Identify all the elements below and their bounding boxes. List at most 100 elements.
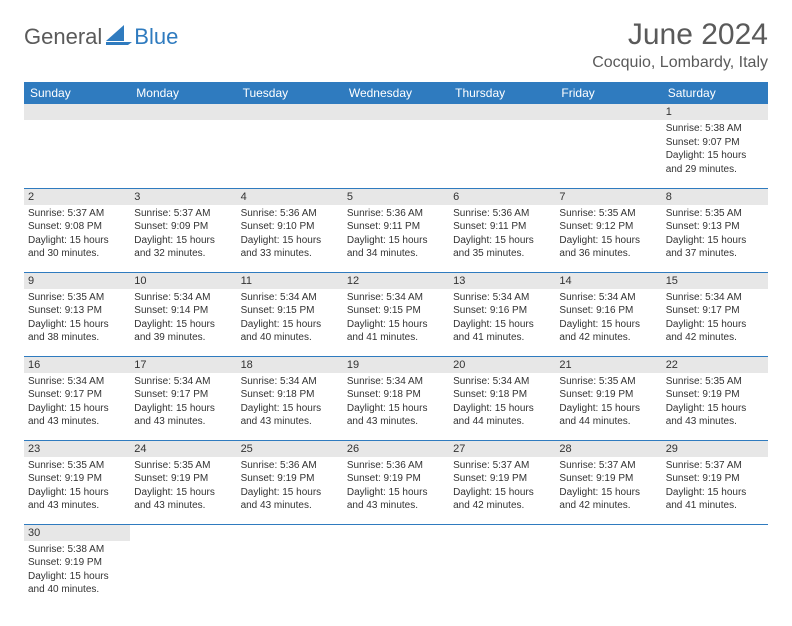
brand-logo: General Blue bbox=[24, 24, 178, 50]
day-number-bar: 30 bbox=[24, 525, 130, 541]
day-details: Sunrise: 5:34 AMSunset: 9:15 PMDaylight:… bbox=[237, 289, 343, 347]
day-number-bar: 13 bbox=[449, 273, 555, 289]
calendar-grid: SundayMondayTuesdayWednesdayThursdayFrid… bbox=[24, 82, 768, 608]
calendar-cell: 8Sunrise: 5:35 AMSunset: 9:13 PMDaylight… bbox=[662, 188, 768, 272]
calendar-row: 16Sunrise: 5:34 AMSunset: 9:17 PMDayligh… bbox=[24, 356, 768, 440]
day-number-bar: 14 bbox=[555, 273, 661, 289]
calendar-row: 2Sunrise: 5:37 AMSunset: 9:08 PMDaylight… bbox=[24, 188, 768, 272]
day-details: Sunrise: 5:34 AMSunset: 9:16 PMDaylight:… bbox=[449, 289, 555, 347]
sail-icon bbox=[106, 25, 132, 50]
calendar-row: 30Sunrise: 5:38 AMSunset: 9:19 PMDayligh… bbox=[24, 524, 768, 608]
calendar-cell: 30Sunrise: 5:38 AMSunset: 9:19 PMDayligh… bbox=[24, 524, 130, 608]
calendar-cell: 23Sunrise: 5:35 AMSunset: 9:19 PMDayligh… bbox=[24, 440, 130, 524]
calendar-cell: 14Sunrise: 5:34 AMSunset: 9:16 PMDayligh… bbox=[555, 272, 661, 356]
day-details: Sunrise: 5:34 AMSunset: 9:17 PMDaylight:… bbox=[130, 373, 236, 431]
calendar-cell bbox=[662, 524, 768, 608]
day-details: Sunrise: 5:34 AMSunset: 9:17 PMDaylight:… bbox=[662, 289, 768, 347]
logo-text-blue: Blue bbox=[134, 24, 178, 50]
day-details: Sunrise: 5:37 AMSunset: 9:09 PMDaylight:… bbox=[130, 205, 236, 263]
day-number-bar bbox=[555, 104, 661, 120]
day-details: Sunrise: 5:35 AMSunset: 9:12 PMDaylight:… bbox=[555, 205, 661, 263]
day-number-bar bbox=[130, 104, 236, 120]
day-number-bar: 9 bbox=[24, 273, 130, 289]
day-details: Sunrise: 5:37 AMSunset: 9:08 PMDaylight:… bbox=[24, 205, 130, 263]
calendar-cell: 5Sunrise: 5:36 AMSunset: 9:11 PMDaylight… bbox=[343, 188, 449, 272]
calendar-cell bbox=[130, 104, 236, 188]
weekday-header: Friday bbox=[555, 82, 661, 104]
calendar-cell: 15Sunrise: 5:34 AMSunset: 9:17 PMDayligh… bbox=[662, 272, 768, 356]
calendar-cell: 24Sunrise: 5:35 AMSunset: 9:19 PMDayligh… bbox=[130, 440, 236, 524]
day-number-bar: 3 bbox=[130, 189, 236, 205]
calendar-cell bbox=[237, 104, 343, 188]
day-number-bar: 22 bbox=[662, 357, 768, 373]
day-number-bar: 23 bbox=[24, 441, 130, 457]
calendar-cell bbox=[449, 104, 555, 188]
calendar-cell: 17Sunrise: 5:34 AMSunset: 9:17 PMDayligh… bbox=[130, 356, 236, 440]
day-number-bar: 26 bbox=[343, 441, 449, 457]
day-details: Sunrise: 5:34 AMSunset: 9:18 PMDaylight:… bbox=[449, 373, 555, 431]
day-number-bar: 24 bbox=[130, 441, 236, 457]
day-number-bar: 5 bbox=[343, 189, 449, 205]
weekday-header: Tuesday bbox=[237, 82, 343, 104]
title-block: June 2024 Cocquio, Lombardy, Italy bbox=[592, 18, 768, 72]
calendar-cell: 6Sunrise: 5:36 AMSunset: 9:11 PMDaylight… bbox=[449, 188, 555, 272]
day-number-bar: 4 bbox=[237, 189, 343, 205]
calendar-row: 9Sunrise: 5:35 AMSunset: 9:13 PMDaylight… bbox=[24, 272, 768, 356]
calendar-cell: 2Sunrise: 5:37 AMSunset: 9:08 PMDaylight… bbox=[24, 188, 130, 272]
calendar-cell bbox=[555, 104, 661, 188]
day-number-bar: 15 bbox=[662, 273, 768, 289]
page-title: June 2024 bbox=[592, 18, 768, 52]
calendar-cell bbox=[343, 524, 449, 608]
calendar-cell: 12Sunrise: 5:34 AMSunset: 9:15 PMDayligh… bbox=[343, 272, 449, 356]
day-details: Sunrise: 5:34 AMSunset: 9:18 PMDaylight:… bbox=[343, 373, 449, 431]
day-number-bar: 2 bbox=[24, 189, 130, 205]
day-number-bar: 20 bbox=[449, 357, 555, 373]
calendar-cell: 1Sunrise: 5:38 AMSunset: 9:07 PMDaylight… bbox=[662, 104, 768, 188]
day-details: Sunrise: 5:36 AMSunset: 9:19 PMDaylight:… bbox=[343, 457, 449, 515]
day-details: Sunrise: 5:37 AMSunset: 9:19 PMDaylight:… bbox=[449, 457, 555, 515]
day-number-bar: 1 bbox=[662, 104, 768, 120]
day-number-bar bbox=[24, 104, 130, 120]
day-number-bar: 16 bbox=[24, 357, 130, 373]
day-details: Sunrise: 5:35 AMSunset: 9:19 PMDaylight:… bbox=[130, 457, 236, 515]
day-details: Sunrise: 5:35 AMSunset: 9:13 PMDaylight:… bbox=[24, 289, 130, 347]
weekday-header: Saturday bbox=[662, 82, 768, 104]
calendar-cell: 29Sunrise: 5:37 AMSunset: 9:19 PMDayligh… bbox=[662, 440, 768, 524]
page-header: General Blue June 2024 Cocquio, Lombardy… bbox=[24, 18, 768, 72]
day-number-bar: 11 bbox=[237, 273, 343, 289]
logo-text-general: General bbox=[24, 24, 102, 50]
day-number-bar: 10 bbox=[130, 273, 236, 289]
day-number-bar: 17 bbox=[130, 357, 236, 373]
day-number-bar: 12 bbox=[343, 273, 449, 289]
calendar-cell: 7Sunrise: 5:35 AMSunset: 9:12 PMDaylight… bbox=[555, 188, 661, 272]
calendar-cell: 27Sunrise: 5:37 AMSunset: 9:19 PMDayligh… bbox=[449, 440, 555, 524]
day-details: Sunrise: 5:34 AMSunset: 9:16 PMDaylight:… bbox=[555, 289, 661, 347]
weekday-header-row: SundayMondayTuesdayWednesdayThursdayFrid… bbox=[24, 82, 768, 104]
calendar-cell bbox=[130, 524, 236, 608]
day-details: Sunrise: 5:35 AMSunset: 9:19 PMDaylight:… bbox=[555, 373, 661, 431]
calendar-body: 1Sunrise: 5:38 AMSunset: 9:07 PMDaylight… bbox=[24, 104, 768, 608]
calendar-cell: 4Sunrise: 5:36 AMSunset: 9:10 PMDaylight… bbox=[237, 188, 343, 272]
calendar-row: 23Sunrise: 5:35 AMSunset: 9:19 PMDayligh… bbox=[24, 440, 768, 524]
day-details: Sunrise: 5:36 AMSunset: 9:10 PMDaylight:… bbox=[237, 205, 343, 263]
day-number-bar: 18 bbox=[237, 357, 343, 373]
calendar-cell bbox=[449, 524, 555, 608]
weekday-header: Thursday bbox=[449, 82, 555, 104]
day-details: Sunrise: 5:37 AMSunset: 9:19 PMDaylight:… bbox=[555, 457, 661, 515]
day-number-bar: 25 bbox=[237, 441, 343, 457]
location-label: Cocquio, Lombardy, Italy bbox=[592, 54, 768, 72]
day-details: Sunrise: 5:38 AMSunset: 9:19 PMDaylight:… bbox=[24, 541, 130, 599]
calendar-cell: 13Sunrise: 5:34 AMSunset: 9:16 PMDayligh… bbox=[449, 272, 555, 356]
day-details: Sunrise: 5:36 AMSunset: 9:19 PMDaylight:… bbox=[237, 457, 343, 515]
calendar-cell: 28Sunrise: 5:37 AMSunset: 9:19 PMDayligh… bbox=[555, 440, 661, 524]
calendar-cell: 22Sunrise: 5:35 AMSunset: 9:19 PMDayligh… bbox=[662, 356, 768, 440]
day-number-bar: 19 bbox=[343, 357, 449, 373]
calendar-cell bbox=[555, 524, 661, 608]
day-number-bar: 8 bbox=[662, 189, 768, 205]
day-number-bar: 29 bbox=[662, 441, 768, 457]
calendar-cell: 11Sunrise: 5:34 AMSunset: 9:15 PMDayligh… bbox=[237, 272, 343, 356]
calendar-row: 1Sunrise: 5:38 AMSunset: 9:07 PMDaylight… bbox=[24, 104, 768, 188]
day-details: Sunrise: 5:34 AMSunset: 9:15 PMDaylight:… bbox=[343, 289, 449, 347]
day-details: Sunrise: 5:35 AMSunset: 9:19 PMDaylight:… bbox=[24, 457, 130, 515]
day-number-bar: 27 bbox=[449, 441, 555, 457]
